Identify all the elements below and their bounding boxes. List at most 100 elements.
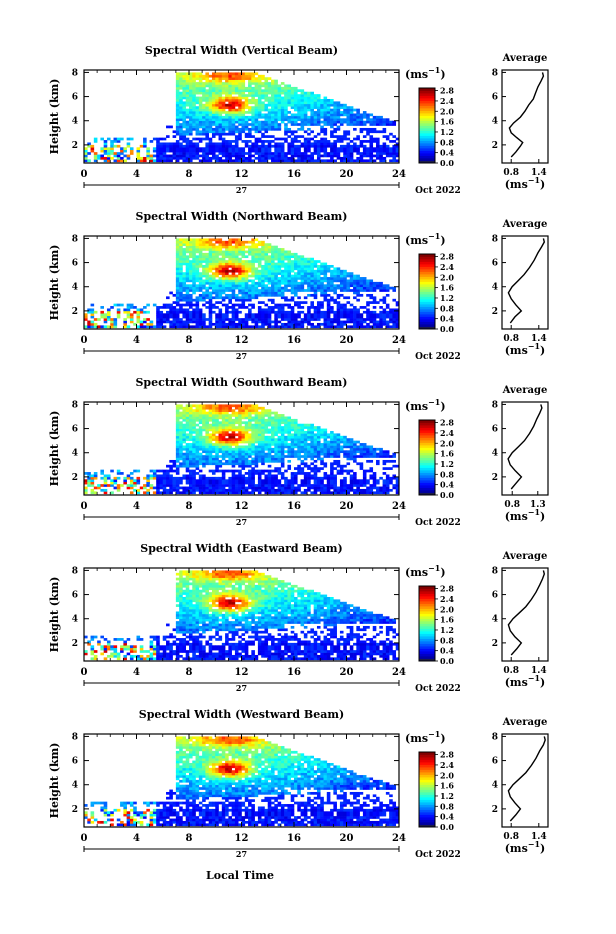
heatmap-cell [245, 255, 249, 258]
heatmap-cell [278, 138, 282, 141]
heatmap-cell [320, 159, 324, 162]
units-open: (ms [505, 178, 528, 191]
heatmap-cell [212, 424, 216, 427]
heatmap-cell [130, 147, 134, 150]
heatmap-cell [314, 279, 318, 282]
heatmap-cell [327, 325, 331, 328]
heatmap-cell [248, 84, 252, 87]
heatmap-cell [173, 145, 177, 148]
heatmap-cell [189, 474, 193, 477]
heatmap-cell [238, 138, 242, 141]
heatmap-cell [245, 282, 249, 285]
colorbar-segment [419, 148, 435, 151]
heatmap-cell [146, 311, 150, 314]
heatmap-cell [196, 419, 200, 422]
heatmap-cell [169, 487, 173, 490]
profile-y-tick-label: 6 [492, 259, 498, 269]
heatmap-cell [232, 238, 236, 241]
heatmap-cell [196, 72, 200, 75]
heatmap-cell [215, 321, 219, 324]
heatmap-cell [274, 263, 278, 266]
heatmap-cell [356, 277, 360, 280]
heatmap-cell [196, 121, 200, 124]
heatmap-cell [110, 479, 114, 482]
heatmap-cell [173, 150, 177, 153]
heatmap-cell [261, 438, 265, 441]
heatmap-cell [222, 431, 226, 434]
heatmap-cell [284, 255, 288, 258]
heatmap-cell [228, 99, 232, 102]
heatmap-cell [281, 82, 285, 85]
heatmap-cell [209, 97, 213, 100]
heatmap-cell [291, 118, 295, 121]
heatmap-cell [182, 487, 186, 490]
heatmap-cell [107, 484, 111, 487]
heatmap-cell [238, 453, 242, 456]
heatmap-cell [264, 135, 268, 138]
heatmap-cell [186, 121, 190, 124]
heatmap-cell [189, 477, 193, 480]
heatmap-cell [307, 150, 311, 153]
heatmap-cell [343, 287, 347, 290]
heatmap-cell [337, 138, 341, 141]
heatmap-cell [209, 487, 213, 490]
heatmap-cell [333, 267, 337, 270]
heatmap-cell [199, 111, 203, 114]
heatmap-cell [264, 311, 268, 314]
heatmap-cell [386, 135, 390, 138]
heatmap-cell [153, 474, 157, 477]
heatmap-cell [258, 94, 262, 97]
heatmap-cell [137, 477, 141, 480]
heatmap-cell [123, 155, 127, 158]
heatmap-cell [251, 441, 255, 444]
heatmap-cell [166, 465, 170, 468]
heatmap-cell [192, 429, 196, 432]
heatmap-cell [107, 311, 111, 314]
heatmap-cell [235, 89, 239, 92]
heatmap-cell [356, 299, 360, 302]
heatmap-cell [219, 258, 223, 261]
heatmap-cell [251, 101, 255, 104]
heatmap-cell [245, 260, 249, 263]
heatmap-cell [182, 111, 186, 114]
heatmap-cell [169, 325, 173, 328]
heatmap-cell [179, 157, 183, 160]
heatmap-cell [248, 147, 252, 150]
heatmap-cell [228, 104, 232, 107]
heatmap-cell [274, 267, 278, 270]
heatmap-cell [199, 92, 203, 95]
heatmap-cell [219, 250, 223, 253]
heatmap-cell [261, 318, 265, 321]
heatmap-cell [238, 263, 242, 266]
heatmap-cell [166, 489, 170, 492]
heatmap-cell [238, 407, 242, 410]
heatmap-cell [307, 279, 311, 282]
heatmap-cell [251, 294, 255, 297]
heatmap-cell [189, 104, 193, 107]
heatmap-cell [186, 99, 190, 102]
heatmap-cell [222, 126, 226, 129]
heatmap-cell [163, 159, 167, 162]
x-tick-label: 4 [133, 169, 140, 180]
heatmap-cell [356, 135, 360, 138]
heatmap-cell [287, 260, 291, 263]
heatmap-cell [189, 487, 193, 490]
heatmap-cell [212, 445, 216, 448]
heatmap-cell [209, 116, 213, 119]
heatmap-cell [199, 109, 203, 112]
heatmap-cell [212, 438, 216, 441]
heatmap-cell [307, 106, 311, 109]
heatmap-cell [189, 426, 193, 429]
heatmap-cell [186, 243, 190, 246]
heatmap-cell [205, 294, 209, 297]
heatmap-cell [255, 138, 259, 141]
profile-units: (ms−1) [505, 341, 546, 357]
heatmap-cell [189, 404, 193, 407]
heatmap-cell [156, 323, 160, 326]
heatmap-cell [301, 279, 305, 282]
heatmap-cell [287, 284, 291, 287]
heatmap-cell [251, 121, 255, 124]
heatmap-cell [392, 325, 396, 328]
heatmap-cell [297, 147, 301, 150]
